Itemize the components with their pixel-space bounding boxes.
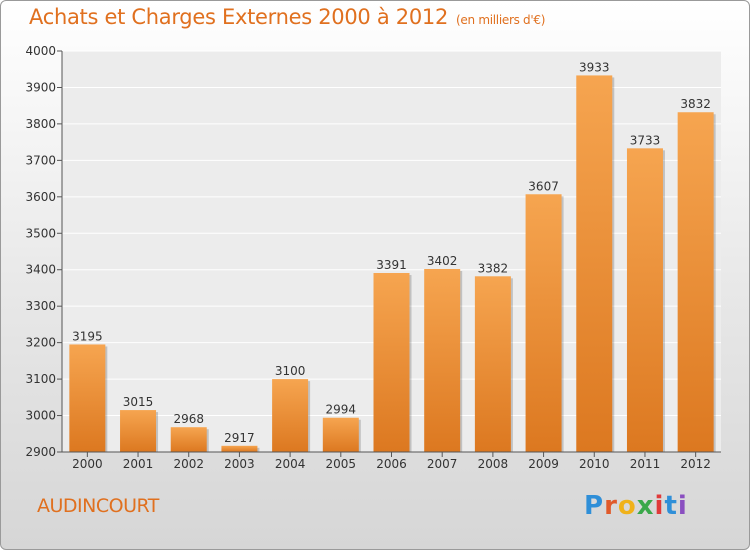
bar <box>424 268 461 452</box>
chart-title: Achats et Charges Externes 2000 à 2012 (e… <box>29 5 545 29</box>
y-tick-label: 4000 <box>25 44 56 58</box>
data-label: 3607 <box>528 179 559 193</box>
x-tick-label: 2011 <box>630 457 661 471</box>
x-tick-label: 2008 <box>478 457 509 471</box>
bars: 3195 3015 2968 2917 3100 2994 3391 3402 3382 3607… <box>69 60 716 453</box>
bar <box>677 112 714 452</box>
y-tick-label: 3100 <box>25 372 56 386</box>
data-label: 2994 <box>326 403 357 417</box>
x-tick-label: 2006 <box>376 457 407 471</box>
title-text: Achats et Charges Externes 2000 à 2012 <box>29 5 449 29</box>
y-tick-label: 3800 <box>25 117 56 131</box>
bar <box>120 410 157 452</box>
bar <box>525 194 562 452</box>
y-tick-label: 3000 <box>25 409 56 423</box>
axes: 2900 3000 3100 3200 3300 3400 3500 3600 3700 3800… <box>25 44 721 471</box>
data-label: 3402 <box>427 254 458 268</box>
bar <box>576 75 613 452</box>
x-tick-label: 2002 <box>173 457 204 471</box>
data-label: 3100 <box>275 364 306 378</box>
bar <box>322 417 359 452</box>
x-tick-label: 2012 <box>680 457 711 471</box>
data-label: 3933 <box>579 60 610 74</box>
subtitle-text: (en milliers d'€) <box>456 13 546 27</box>
y-tick-label: 3200 <box>25 336 56 350</box>
x-tick-label: 2003 <box>224 457 255 471</box>
y-tick-label: 3400 <box>25 263 56 277</box>
data-label: 3733 <box>630 133 661 147</box>
bar <box>221 445 258 452</box>
bar <box>170 427 207 452</box>
data-label: 2917 <box>224 431 255 445</box>
proxiti-logo: Proxiti <box>584 491 688 521</box>
data-label: 2968 <box>173 412 204 426</box>
x-tick-label: 2001 <box>123 457 154 471</box>
bar <box>373 273 410 452</box>
y-tick-label: 3900 <box>25 80 56 94</box>
x-tick-label: 2004 <box>275 457 306 471</box>
data-label: 3382 <box>478 261 509 275</box>
x-tick-label: 2000 <box>72 457 103 471</box>
data-label: 3015 <box>123 395 154 409</box>
x-tick-label: 2005 <box>326 457 357 471</box>
data-label: 3832 <box>680 97 711 111</box>
y-tick-label: 3700 <box>25 153 56 167</box>
y-tick-label: 2900 <box>25 445 56 459</box>
x-tick-label: 2007 <box>427 457 458 471</box>
y-tick-label: 3300 <box>25 299 56 313</box>
data-label: 3195 <box>72 329 103 343</box>
bar <box>69 344 106 452</box>
y-tick-label: 3500 <box>25 226 56 240</box>
x-tick-label: 2010 <box>579 457 610 471</box>
x-tick-label: 2009 <box>528 457 559 471</box>
y-tick-label: 3600 <box>25 190 56 204</box>
bar <box>626 148 663 453</box>
data-label: 3391 <box>376 258 407 272</box>
bar <box>474 276 511 452</box>
town-name: AUDINCOURT <box>37 495 159 517</box>
bar <box>272 379 309 452</box>
